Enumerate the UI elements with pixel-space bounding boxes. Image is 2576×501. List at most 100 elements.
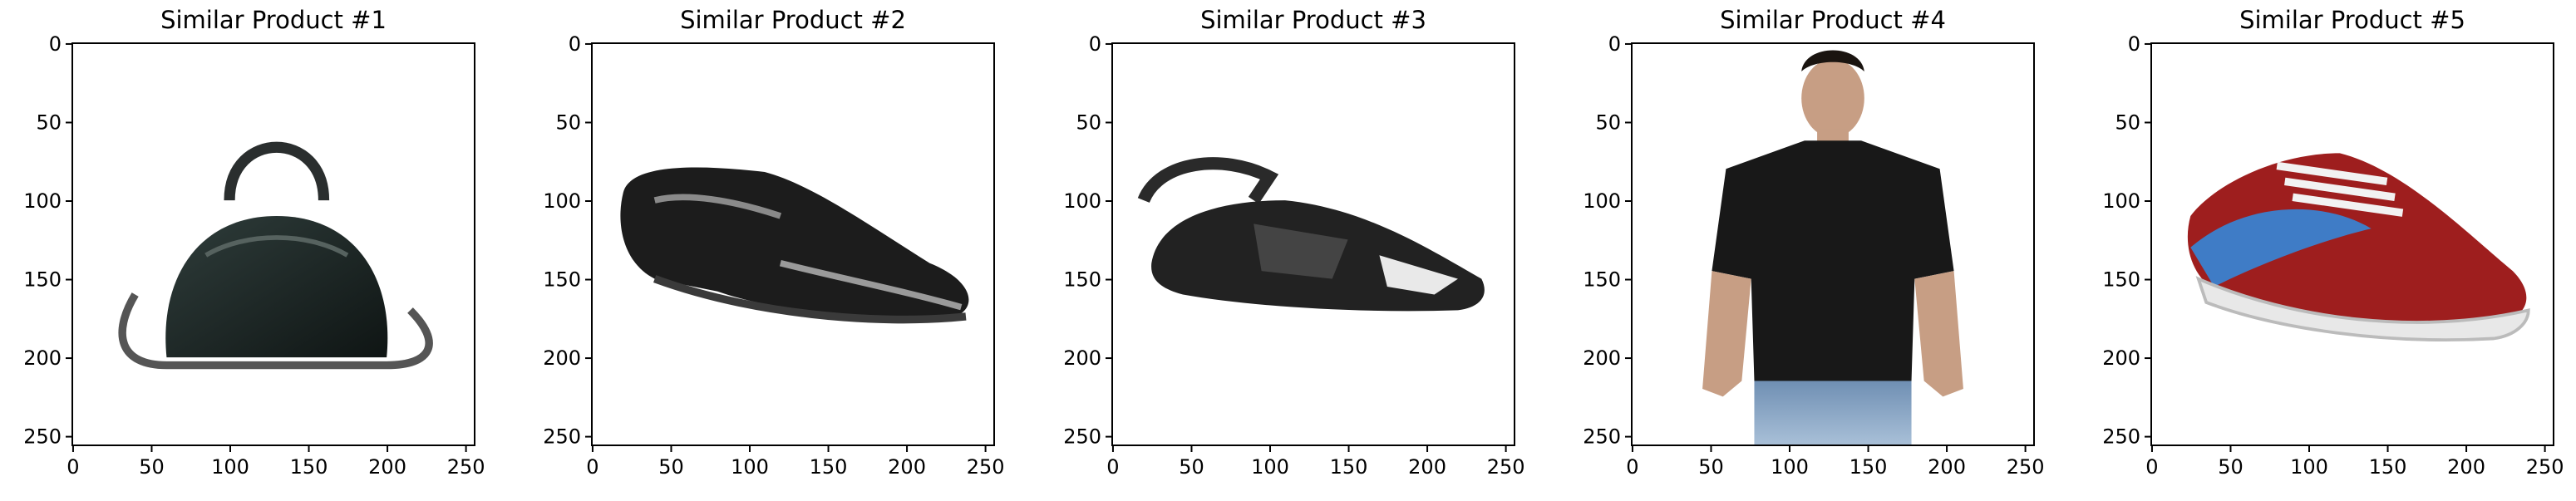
x-tick-label: 200: [368, 455, 406, 479]
y-tick-label: 200: [543, 346, 581, 370]
bag-handle: [224, 141, 330, 201]
x-tick-label: 250: [2526, 455, 2564, 479]
y-tick-label: 250: [543, 425, 581, 449]
x-tick-label: 100: [1771, 455, 1809, 479]
y-tick-label: 150: [23, 268, 62, 292]
person-face: [1801, 58, 1864, 138]
x-tick-label: 0: [1626, 455, 1638, 479]
y-tick-label: 0: [569, 32, 581, 56]
y-tick-label: 50: [2115, 111, 2140, 134]
x-tick-label: 50: [139, 455, 165, 479]
product-panel: Similar Product #50 50 100 150 200 2500501001…: [2102, 6, 2564, 479]
x-tick-label: 200: [2447, 455, 2485, 479]
x-tick-label: 50: [1179, 455, 1204, 479]
product-panel: Similar Product #20 50 100 150 200 2500501001…: [543, 6, 1004, 479]
sneaker-laces: [2276, 161, 2404, 217]
y-tick-label: 200: [1063, 346, 1101, 370]
x-tick-label: 250: [2007, 455, 2045, 479]
man-in-tshirt-picture: [1702, 50, 1963, 445]
x-tick-label: 200: [1408, 455, 1446, 479]
sandal-strap-detail: [1254, 223, 1348, 279]
panel-title: Similar Product #3: [1200, 6, 1426, 34]
x-tick-label: 100: [211, 455, 249, 479]
panel-title: Similar Product #2: [680, 6, 906, 34]
x-tick-label: 50: [1698, 455, 1724, 479]
y-tick-label: 150: [543, 268, 581, 292]
x-tick-label: 50: [658, 455, 684, 479]
x-tick-label: 150: [810, 455, 848, 479]
person-hair: [1801, 50, 1864, 72]
panel-title: Similar Product #1: [160, 6, 387, 34]
bag-body: [165, 215, 388, 358]
panel-title: Similar Product #4: [1720, 6, 1946, 34]
x-tick-label: 0: [66, 455, 79, 479]
product-panel: Similar Product #10 50 100 150 200 2500501001…: [23, 6, 485, 479]
sneaker-picture: [2187, 153, 2530, 341]
shoe-toe-shine: [779, 260, 963, 311]
y-tick-label: 0: [1608, 32, 1621, 56]
product-image: [2151, 43, 2554, 445]
sneaker-stripe: [2190, 209, 2372, 287]
sandal-picture: [1137, 157, 1485, 312]
y-tick-label: 100: [23, 189, 62, 213]
product-panel: Similar Product #30 50 100 150 200 2500501001…: [1063, 6, 1524, 479]
x-tick-label: 0: [2145, 455, 2158, 479]
axes-frame: [1111, 42, 1515, 446]
x-tick-label: 250: [447, 455, 485, 479]
y-tick-label: 150: [2102, 268, 2140, 292]
y-tick-label: 150: [1583, 268, 1621, 292]
y-tick-label: 0: [49, 32, 62, 56]
product-image: [72, 43, 475, 445]
bag-strap: [118, 292, 433, 370]
person-tshirt: [1712, 140, 1954, 381]
y-tick-label: 50: [555, 111, 581, 134]
formal-shoe-picture: [620, 167, 969, 324]
product-image: [592, 43, 994, 445]
y-tick-label: 200: [2102, 346, 2140, 370]
x-tick-label: 250: [967, 455, 1005, 479]
y-tick-label: 150: [1063, 268, 1101, 292]
y-tick-label: 250: [1583, 425, 1621, 449]
y-tick-label: 200: [1583, 346, 1621, 370]
x-tick-label: 100: [2290, 455, 2328, 479]
y-tick-label: 50: [1595, 111, 1621, 134]
x-tick-label: 150: [290, 455, 328, 479]
sneaker-upper: [2187, 153, 2527, 325]
x-tick-label: 250: [1487, 455, 1525, 479]
x-tick-label: 100: [731, 455, 769, 479]
y-tick-label: 250: [2102, 425, 2140, 449]
shoe-shine: [653, 194, 782, 219]
x-tick-label: 150: [2369, 455, 2407, 479]
axes-frame: [71, 42, 475, 446]
y-tick-label: 100: [1583, 189, 1621, 213]
axes-frame: [1631, 42, 2035, 446]
panel-title: Similar Product #5: [2239, 6, 2465, 34]
y-tick-label: 0: [1089, 32, 1101, 56]
x-tick-label: 100: [1251, 455, 1289, 479]
axes-frame: [2150, 42, 2554, 446]
x-tick-label: 0: [1106, 455, 1119, 479]
y-tick-label: 200: [23, 346, 62, 370]
shoe-upper: [620, 167, 969, 317]
x-tick-label: 150: [1849, 455, 1888, 479]
sneaker-sole: [2195, 276, 2530, 341]
y-tick-label: 50: [36, 111, 62, 134]
y-tick-label: 100: [2102, 189, 2140, 213]
x-tick-label: 50: [2218, 455, 2244, 479]
person-jeans: [1754, 381, 1912, 445]
x-tick-label: 150: [1330, 455, 1368, 479]
shoe-sole: [653, 275, 967, 324]
x-tick-label: 0: [586, 455, 598, 479]
y-tick-label: 250: [23, 425, 62, 449]
product-image: [1112, 43, 1515, 445]
axes-frame: [591, 42, 995, 446]
handbag-picture: [118, 141, 433, 370]
product-image: [1632, 43, 2034, 445]
x-tick-label: 200: [888, 455, 926, 479]
x-tick-label: 200: [1928, 455, 1966, 479]
y-tick-label: 50: [1076, 111, 1101, 134]
y-tick-label: 100: [543, 189, 581, 213]
sandal-back-strap: [1137, 157, 1279, 204]
person-right-arm: [1914, 271, 1963, 397]
product-panel: Similar Product #40 50 100 150 200 2500501001…: [1583, 6, 2044, 479]
